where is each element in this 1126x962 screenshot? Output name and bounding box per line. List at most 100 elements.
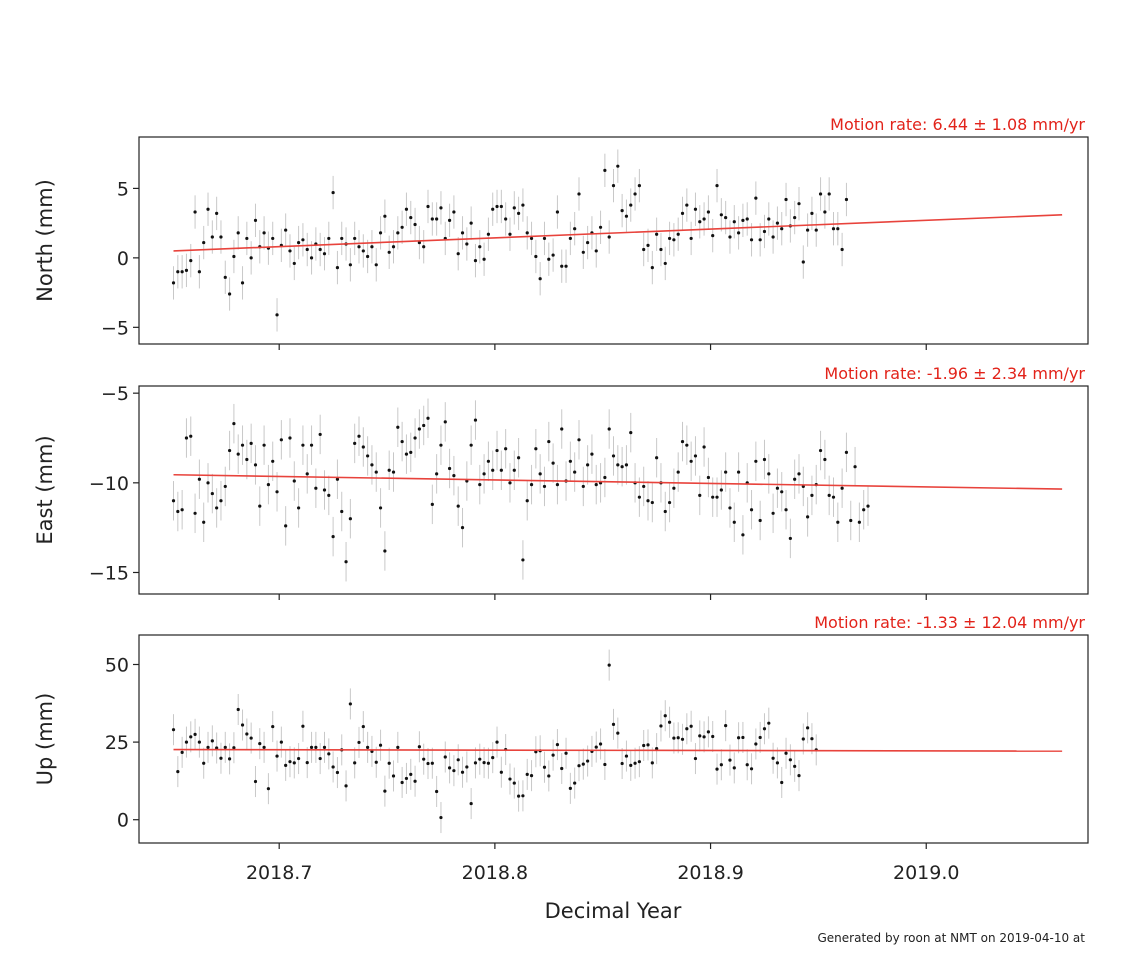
up-data-point (262, 745, 266, 749)
north-data-point (818, 192, 823, 196)
east-data-point (594, 483, 598, 487)
east-data-point (370, 463, 374, 467)
north-data-point (784, 197, 788, 202)
east-data-point (607, 427, 611, 431)
north-data-point (426, 204, 430, 209)
north-data-point (547, 257, 551, 261)
up-data-point (202, 761, 206, 765)
east-data-point (573, 470, 577, 474)
north-data-point (322, 252, 327, 256)
up-data-point (547, 774, 551, 778)
east-data-point (262, 443, 266, 447)
up-data-point (327, 752, 331, 756)
north-data-point (378, 231, 383, 235)
east-data-point (171, 499, 176, 503)
up-data-point (560, 766, 564, 771)
east-data-point (275, 490, 279, 494)
up-data-point (266, 787, 271, 791)
up-data-point (788, 758, 792, 762)
east-data-point (413, 436, 417, 440)
north-data-point (529, 236, 534, 241)
up-data-point (499, 770, 503, 774)
up-data-point (430, 761, 434, 765)
up-data-point (594, 745, 598, 749)
east-data-point (366, 454, 370, 458)
north-data-point (391, 245, 396, 249)
up-data-point (409, 772, 413, 776)
up-data-point (568, 786, 572, 790)
up-data-point (611, 722, 616, 727)
up-data-point (288, 760, 292, 764)
north-data-point (840, 247, 844, 252)
north-data-point (422, 245, 426, 249)
up-data-point (378, 743, 383, 747)
up-y-axis-title: Up (mm) (33, 693, 57, 786)
east-data-point (387, 468, 391, 472)
up-data-point (736, 736, 741, 740)
up-data-point (447, 766, 452, 770)
east-data-point (443, 420, 447, 424)
east-data-point (404, 452, 409, 456)
east-data-point (223, 484, 227, 489)
north-data-point (331, 190, 335, 195)
east-data-point (361, 445, 365, 449)
east-data-point (249, 441, 253, 445)
up-data-point (689, 724, 693, 728)
up-data-point (702, 735, 706, 739)
up-data-point (422, 757, 426, 761)
up-data-point (206, 745, 210, 749)
up-data-point (542, 765, 547, 769)
east-data-point (736, 470, 741, 474)
north-data-point (749, 238, 754, 242)
up-data-point (171, 728, 176, 732)
up-data-point (810, 737, 814, 741)
up-data-point (551, 753, 555, 757)
up-data-point (215, 746, 219, 750)
north-data-point (430, 217, 434, 221)
up-data-point (210, 739, 214, 743)
up-data-point (663, 714, 667, 718)
east-data-point (374, 470, 378, 474)
east-data-point (318, 432, 322, 437)
east-data-point (685, 443, 689, 447)
east-trend-line (173, 473, 1063, 490)
east-data-point (629, 431, 633, 435)
up-data-point (404, 776, 409, 781)
north-data-point (275, 313, 279, 317)
north-data-point (456, 252, 460, 256)
up-data-point (452, 769, 456, 773)
east-data-point (176, 509, 180, 514)
east-data-point (288, 436, 292, 440)
up-data-point (374, 760, 378, 764)
north-data-point (184, 268, 189, 272)
north-data-point (611, 184, 616, 188)
east-data-point (827, 493, 831, 497)
north-data-point (288, 249, 292, 253)
north-data-point (831, 227, 836, 231)
up-data-point (680, 737, 685, 741)
north-data-point (702, 217, 706, 221)
up-data-point (780, 780, 784, 785)
north-data-point (762, 229, 767, 234)
up-motion-rate-label: Motion rate: -1.33 ± 12.04 mm/yr (814, 613, 1085, 632)
north-data-point (223, 275, 227, 279)
up-data-point (749, 767, 754, 771)
up-data-point (473, 761, 478, 765)
north-data-point (573, 227, 577, 231)
east-data-point (456, 504, 460, 508)
north-panel: Motion rate: 6.44 ± 1.08 mm/yr North (mm)… (33, 115, 1089, 350)
east-data-point (676, 470, 680, 474)
up-data-point (353, 761, 357, 765)
up-data-point (771, 756, 775, 760)
up-data-point (478, 757, 482, 761)
east-data-point (788, 536, 792, 541)
up-data-point (667, 720, 672, 724)
east-data-point (417, 427, 421, 431)
north-data-point (301, 238, 305, 242)
up-plot-frame (138, 634, 1089, 844)
east-data-point (818, 448, 823, 453)
up-data-point (236, 707, 240, 712)
east-data-point (780, 490, 784, 494)
up-trend-line (173, 748, 1063, 752)
east-data-point (305, 472, 309, 476)
